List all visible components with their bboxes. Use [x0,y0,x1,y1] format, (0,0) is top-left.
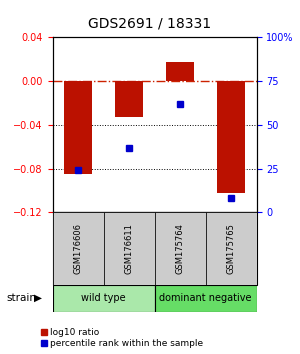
Text: GSM176611: GSM176611 [124,223,134,274]
Text: wild type: wild type [81,293,126,303]
Text: strain: strain [6,293,36,303]
Bar [103,212,154,285]
Bar [52,212,104,285]
Bar [64,81,92,174]
Bar [154,285,256,312]
Text: dominant negative: dominant negative [159,293,252,303]
Bar [115,81,143,117]
Legend: log10 ratio, percentile rank within the sample: log10 ratio, percentile rank within the … [40,328,204,348]
Bar [166,62,194,81]
Text: ▶: ▶ [34,293,41,303]
Text: GSM176606: GSM176606 [74,223,82,274]
Text: GSM175764: GSM175764 [176,223,184,274]
Text: GDS2691 / 18331: GDS2691 / 18331 [88,16,212,30]
Bar [206,212,256,285]
Text: GSM175765: GSM175765 [226,223,236,274]
Bar [217,81,245,193]
Bar [154,212,206,285]
Bar [52,285,154,312]
